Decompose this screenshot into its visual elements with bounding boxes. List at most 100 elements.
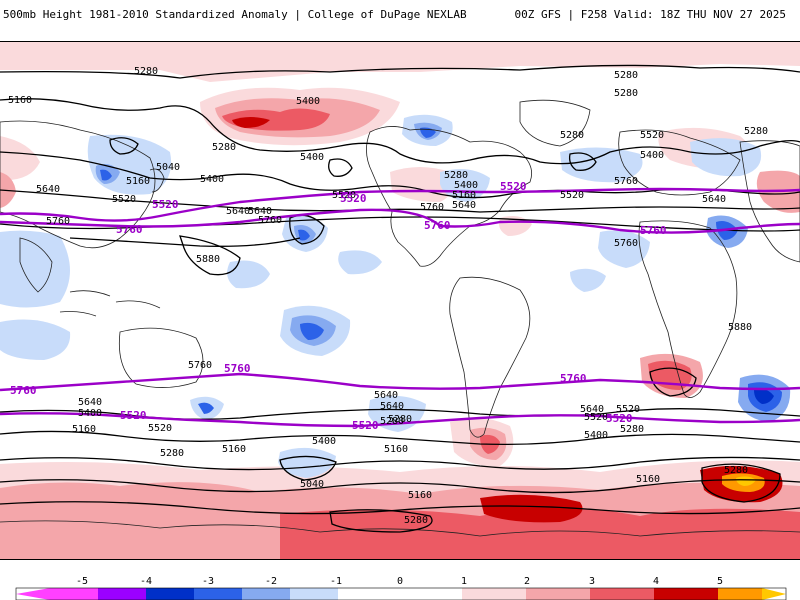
contour-label: 5760 — [188, 360, 212, 371]
contour-label: 5640 — [380, 401, 404, 412]
contour-label: 5520 — [640, 130, 664, 141]
contour-label: 5400 — [640, 150, 664, 161]
colorbar-tick-label: 3 — [589, 576, 595, 587]
contour-label: 5520 — [152, 198, 179, 211]
anom-negative-region — [0, 319, 71, 360]
anom-negative-region — [198, 402, 214, 414]
map-panel[interactable]: 5280 5280 5160 5400 5280 5280 5160 5040 … — [0, 41, 800, 560]
model-run-info: 00Z GFS | F258 Valid: 18Z THU NOV 27 202… — [514, 8, 786, 21]
contour-label: 5280 — [724, 465, 748, 476]
colorbar-swatch — [242, 588, 290, 600]
coastline-south-america — [449, 276, 531, 438]
anom-negative-region — [300, 322, 324, 340]
colorbar-tick-label: -1 — [330, 576, 342, 587]
contour-label: 5760 — [116, 223, 143, 236]
coastline-africa — [638, 220, 738, 398]
anom-negative-region — [338, 250, 382, 275]
anom-negative-region — [227, 260, 270, 289]
colorbar-tick-label: -4 — [140, 576, 152, 587]
colorbar-swatch — [718, 588, 762, 600]
colorbar: -5 -4 -3 -2 -1 0 1 2 3 4 5 — [0, 572, 800, 600]
coastline-india — [19, 237, 53, 293]
coastline-australia — [118, 327, 204, 388]
contour-label: 5160 — [72, 424, 96, 435]
colorbar-swatches — [15, 587, 787, 600]
contour-label: 5280 — [160, 448, 184, 459]
anom-negative-region — [278, 447, 336, 478]
contour-label: 5400 — [312, 436, 336, 447]
coastline-europe — [618, 129, 741, 196]
contour-label: 5760 — [258, 215, 282, 226]
contour-label: 5400 — [584, 430, 608, 441]
anom-negative-region — [754, 388, 774, 404]
contour-5760-north — [0, 208, 800, 234]
colorbar-ticks: -5 -4 -3 -2 -1 0 1 2 3 4 5 — [76, 576, 723, 587]
colorbar-swatch — [98, 588, 146, 600]
colorbar-tick-label: 2 — [524, 576, 530, 587]
coastlines — [0, 99, 800, 537]
colorbar-tick-label: 4 — [653, 576, 659, 587]
contour-label: 5760 — [10, 384, 37, 397]
colorbar-tick-label: -3 — [202, 576, 214, 587]
contour-label: 5760 — [420, 202, 444, 213]
anom-negative-region — [298, 229, 310, 241]
contour-label: 5520 — [560, 190, 584, 201]
contour-label: 5280 — [134, 66, 158, 77]
contour-label: 5160 — [126, 176, 150, 187]
coastline-asia-west — [0, 120, 156, 249]
contour-label: 5400 — [300, 152, 324, 163]
product-title: 500mb Height 1981-2010 Standardized Anom… — [3, 8, 467, 21]
coastline-asia — [739, 140, 800, 263]
contour-label: 5400 — [200, 174, 224, 185]
colorbar-tick-label: 5 — [717, 576, 723, 587]
contour-label: 5640 — [78, 397, 102, 408]
contour-label: 5880 — [728, 322, 752, 333]
colorbar-arrow-right — [762, 588, 786, 600]
contour-label: 5640 — [580, 404, 604, 415]
anom-negative-region — [440, 169, 490, 202]
contour-label: 5520 — [112, 194, 136, 205]
anom-negative-region — [598, 230, 650, 268]
colorbar-swatch — [462, 588, 526, 600]
contour-label: 5520 — [616, 404, 640, 415]
contour-label: 5040 — [300, 479, 324, 490]
colorbar-tick-label: -2 — [265, 576, 277, 587]
contour-label: 5280 — [388, 414, 412, 425]
coastline-greenland — [519, 99, 591, 147]
colorbar-swatch — [400, 588, 462, 600]
contour-label: 5160 — [222, 444, 246, 455]
contour-label: 5640 — [702, 194, 726, 205]
contour-label: 5640 — [374, 390, 398, 401]
anom-negative-region — [0, 230, 70, 308]
contour-label: 5760 — [224, 362, 251, 375]
coastline-antarctica — [0, 520, 800, 537]
contour-label: 5640 — [248, 206, 272, 217]
contour-label: 5760 — [614, 238, 638, 249]
contour-label: 5640 — [452, 200, 476, 211]
anom-negative-region — [570, 268, 606, 292]
colorbar-swatch — [50, 588, 98, 600]
contour-label: 5160 — [408, 490, 432, 501]
anom-positive-region — [736, 476, 756, 486]
contour-label: 5160 — [384, 444, 408, 455]
anom-negative-region — [100, 169, 112, 181]
coastline-japan — [149, 168, 165, 193]
contour-label: 5760 — [614, 176, 638, 187]
contour-label: 5760 — [640, 224, 667, 237]
contour-label: 5760 — [560, 372, 587, 385]
contour-label: 5160 — [636, 474, 660, 485]
contour-label: 5280 — [744, 126, 768, 137]
anom-negative-region — [560, 147, 643, 183]
contour-label: 5160 — [8, 95, 32, 106]
colorbar-arrow-left — [16, 588, 50, 600]
contour-label: 5640 — [36, 184, 60, 195]
colorbar-svg: -5 -4 -3 -2 -1 0 1 2 3 4 5 — [15, 576, 787, 600]
contour-label: 5520 — [500, 180, 527, 193]
colorbar-tick-label: -5 — [76, 576, 88, 587]
anom-positive-region — [280, 508, 800, 559]
colorbar-swatch — [194, 588, 242, 600]
colorbar-swatch — [590, 588, 654, 600]
contour-label: 5400 — [296, 96, 320, 107]
anom-positive-region — [480, 494, 583, 523]
contour-label: 5280 — [620, 424, 644, 435]
